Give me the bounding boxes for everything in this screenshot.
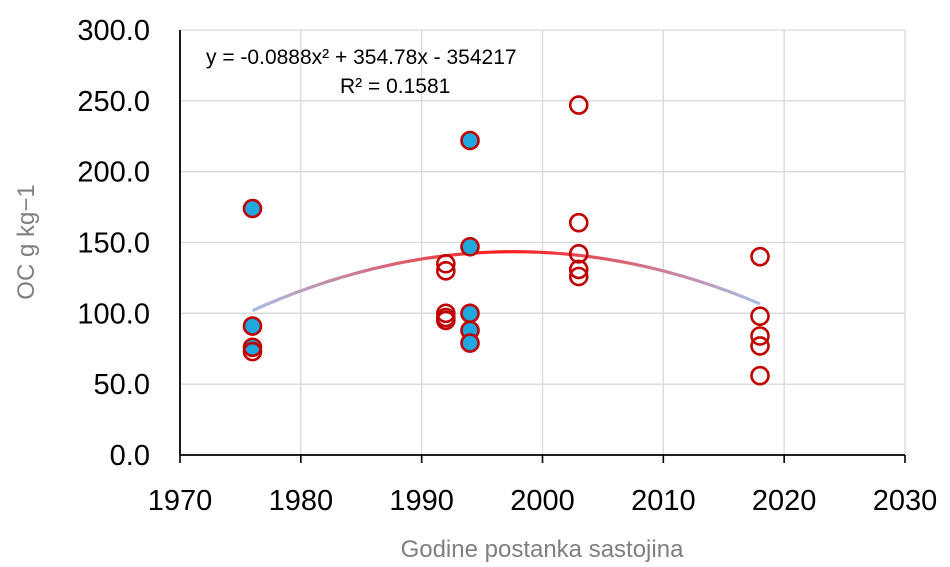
data-points (242, 95, 770, 386)
axes (179, 30, 906, 463)
data-point-open (750, 306, 770, 326)
data-point-open (750, 336, 770, 356)
data-point-open (436, 261, 456, 281)
data-point-filled (460, 236, 480, 257)
y-tick-label: 0.0 (110, 440, 150, 472)
data-point-open (750, 246, 770, 267)
data-point-open (750, 365, 770, 386)
x-tick-label: 1980 (269, 485, 334, 517)
data-point-filled (460, 130, 480, 151)
tick-labels: 1970 1980 1990 2000 2010 2020 2030 0.0 50.0 100.0… (77, 15, 937, 517)
data-point-open (568, 212, 589, 233)
x-tick-label: 1990 (389, 485, 454, 517)
trendline-r-squared: R² = 0.1581 (340, 75, 450, 98)
y-tick-label: 100.0 (77, 298, 150, 330)
x-tick-label: 2000 (510, 485, 575, 517)
data-point-open (568, 244, 589, 264)
data-point-filled (242, 198, 263, 219)
y-tick-label: 250.0 (77, 86, 150, 118)
x-tick-label: 2010 (631, 485, 696, 517)
data-point-open (568, 266, 589, 287)
gridlines (180, 29, 906, 455)
data-point-open (568, 95, 589, 115)
y-tick-label: 200.0 (77, 157, 150, 189)
x-tick-label: 2020 (752, 485, 817, 517)
y-tick-label: 150.0 (77, 228, 150, 260)
y-tick-label: 50.0 (94, 369, 150, 401)
data-point-open (750, 326, 770, 346)
x-axis-title: Godine postanka sastojina (401, 536, 685, 563)
y-tick-label: 300.0 (77, 15, 150, 47)
data-point-filled (242, 316, 263, 336)
data-point-filled (460, 303, 480, 324)
data-point-filled (460, 333, 480, 353)
trendline (251, 250, 761, 313)
x-tick-label: 1970 (148, 485, 213, 517)
x-tick-label: 2030 (873, 485, 938, 517)
data-point-open (568, 259, 589, 280)
data-point-open (436, 253, 456, 274)
trendline-curve (251, 250, 761, 313)
data-point-open (436, 310, 456, 331)
y-axis-title: OC g kg−1 (13, 184, 40, 299)
data-point-open (242, 341, 263, 362)
trendline-equation: y = -0.0888x² + 354.78x - 354217 (206, 46, 517, 69)
